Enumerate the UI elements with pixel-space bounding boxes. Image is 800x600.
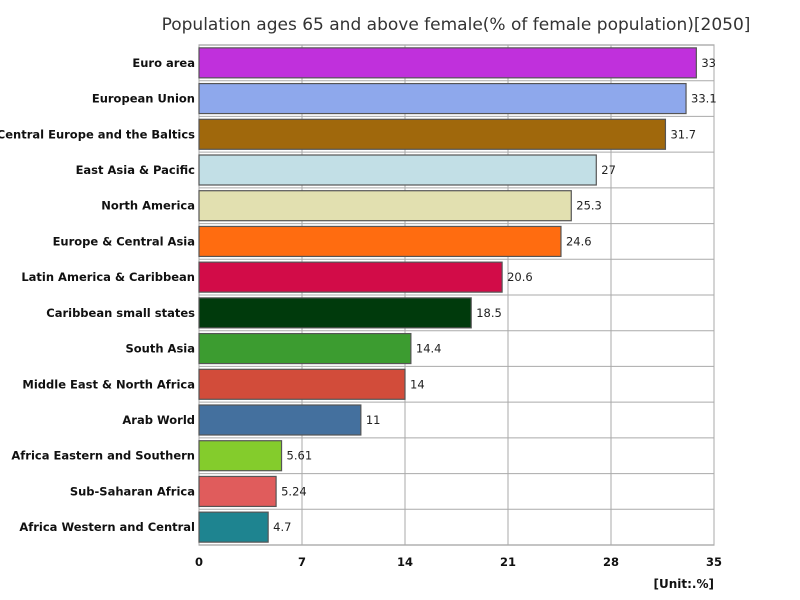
category-label-7: Caribbean small states [46,306,195,320]
category-label-12: Sub-Saharan Africa [70,484,195,498]
chart-title: Population ages 65 and above female(% of… [162,15,751,35]
unit-label: [Unit:.%] [654,577,715,591]
value-label-9: 14 [410,377,425,391]
value-label-11: 5.61 [287,449,313,463]
value-label-2: 31.7 [670,127,696,141]
bar-6 [198,261,503,293]
value-label-6: 20.6 [507,270,533,284]
value-label-10: 11 [366,413,381,427]
category-labels: Euro area European Union Central Europe an… [0,56,195,534]
bars [198,47,697,543]
bar-9 [198,368,406,400]
bar-12 [198,475,277,508]
bar-10 [198,404,362,436]
value-label-8: 14.4 [416,342,442,356]
category-label-1: European Union [92,92,195,106]
bar-5 [198,225,562,258]
x-axis-ticks: 0 7 14 21 28 35 [195,555,722,569]
category-label-4: North America [101,199,195,213]
category-label-9: Middle East & North Africa [22,377,195,391]
category-label-0: Euro area [132,56,195,70]
value-label-0: 33 [701,56,716,70]
x-tick-label-4: 28 [603,555,619,569]
bar-8 [198,332,412,365]
value-label-1: 33.1 [691,92,717,106]
bar-2 [198,118,667,150]
category-label-8: South Asia [125,342,195,356]
category-label-5: Europe & Central Asia [53,234,195,248]
value-label-13: 4.7 [273,520,291,534]
value-label-5: 24.6 [566,234,592,248]
bar-3 [198,154,597,186]
category-label-3: East Asia & Pacific [76,163,196,177]
x-tick-label-0: 0 [195,555,203,569]
bar-1 [198,82,687,115]
bar-7 [198,297,472,329]
bar-4 [198,190,572,222]
category-label-13: Africa Western and Central [19,520,195,534]
category-label-2: Central Europe and the Baltics [0,127,195,141]
category-label-11: Africa Eastern and Southern [11,449,195,463]
x-tick-label-2: 14 [397,555,413,569]
value-label-4: 25.3 [576,199,602,213]
category-label-10: Arab World [122,413,195,427]
value-label-3: 27 [601,163,616,177]
x-tick-label-5: 35 [706,555,722,569]
bar-13 [198,511,269,543]
bar-0 [198,47,697,79]
x-tick-label-1: 7 [298,555,306,569]
value-label-7: 18.5 [476,306,502,320]
x-tick-label-3: 21 [500,555,516,569]
value-label-12: 5.24 [281,484,307,498]
bar-11 [198,440,283,472]
value-labels: 33 33.1 31.7 27 25.3 24.6 20.6 18.5 14.4 14 11 5.61… [273,56,716,534]
category-label-6: Latin America & Caribbean [21,270,195,284]
